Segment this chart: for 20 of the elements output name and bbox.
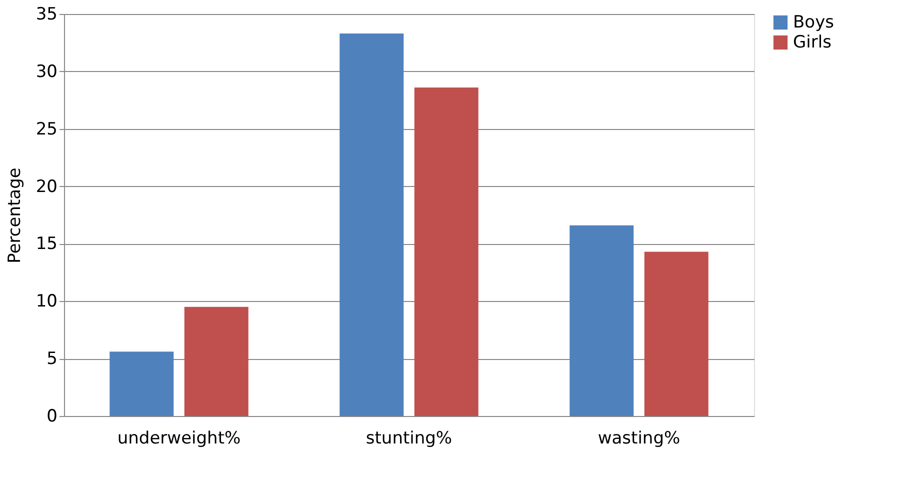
- x-tick-label: underweight%: [117, 428, 241, 448]
- legend-label: Girls: [793, 32, 832, 52]
- bar: [414, 88, 478, 416]
- y-tick-label: 0: [46, 406, 58, 426]
- bar: [110, 352, 174, 416]
- y-tick-label: 20: [36, 176, 58, 197]
- y-axis-title: Percentage: [4, 168, 25, 264]
- bar: [184, 306, 248, 416]
- bar: [644, 252, 708, 416]
- bar: [570, 225, 634, 416]
- legend-label: Boys: [793, 12, 834, 32]
- y-tick-label: 35: [36, 4, 58, 24]
- bar: [340, 34, 404, 416]
- y-tick-label: 25: [36, 119, 58, 140]
- x-tick-label: stunting%: [366, 428, 452, 448]
- x-tick-label: wasting%: [598, 428, 680, 448]
- y-tick-label: 30: [36, 62, 58, 82]
- y-tick-label: 10: [36, 292, 58, 312]
- y-tick-label: 5: [46, 349, 58, 370]
- y-tick-label: 15: [36, 234, 58, 254]
